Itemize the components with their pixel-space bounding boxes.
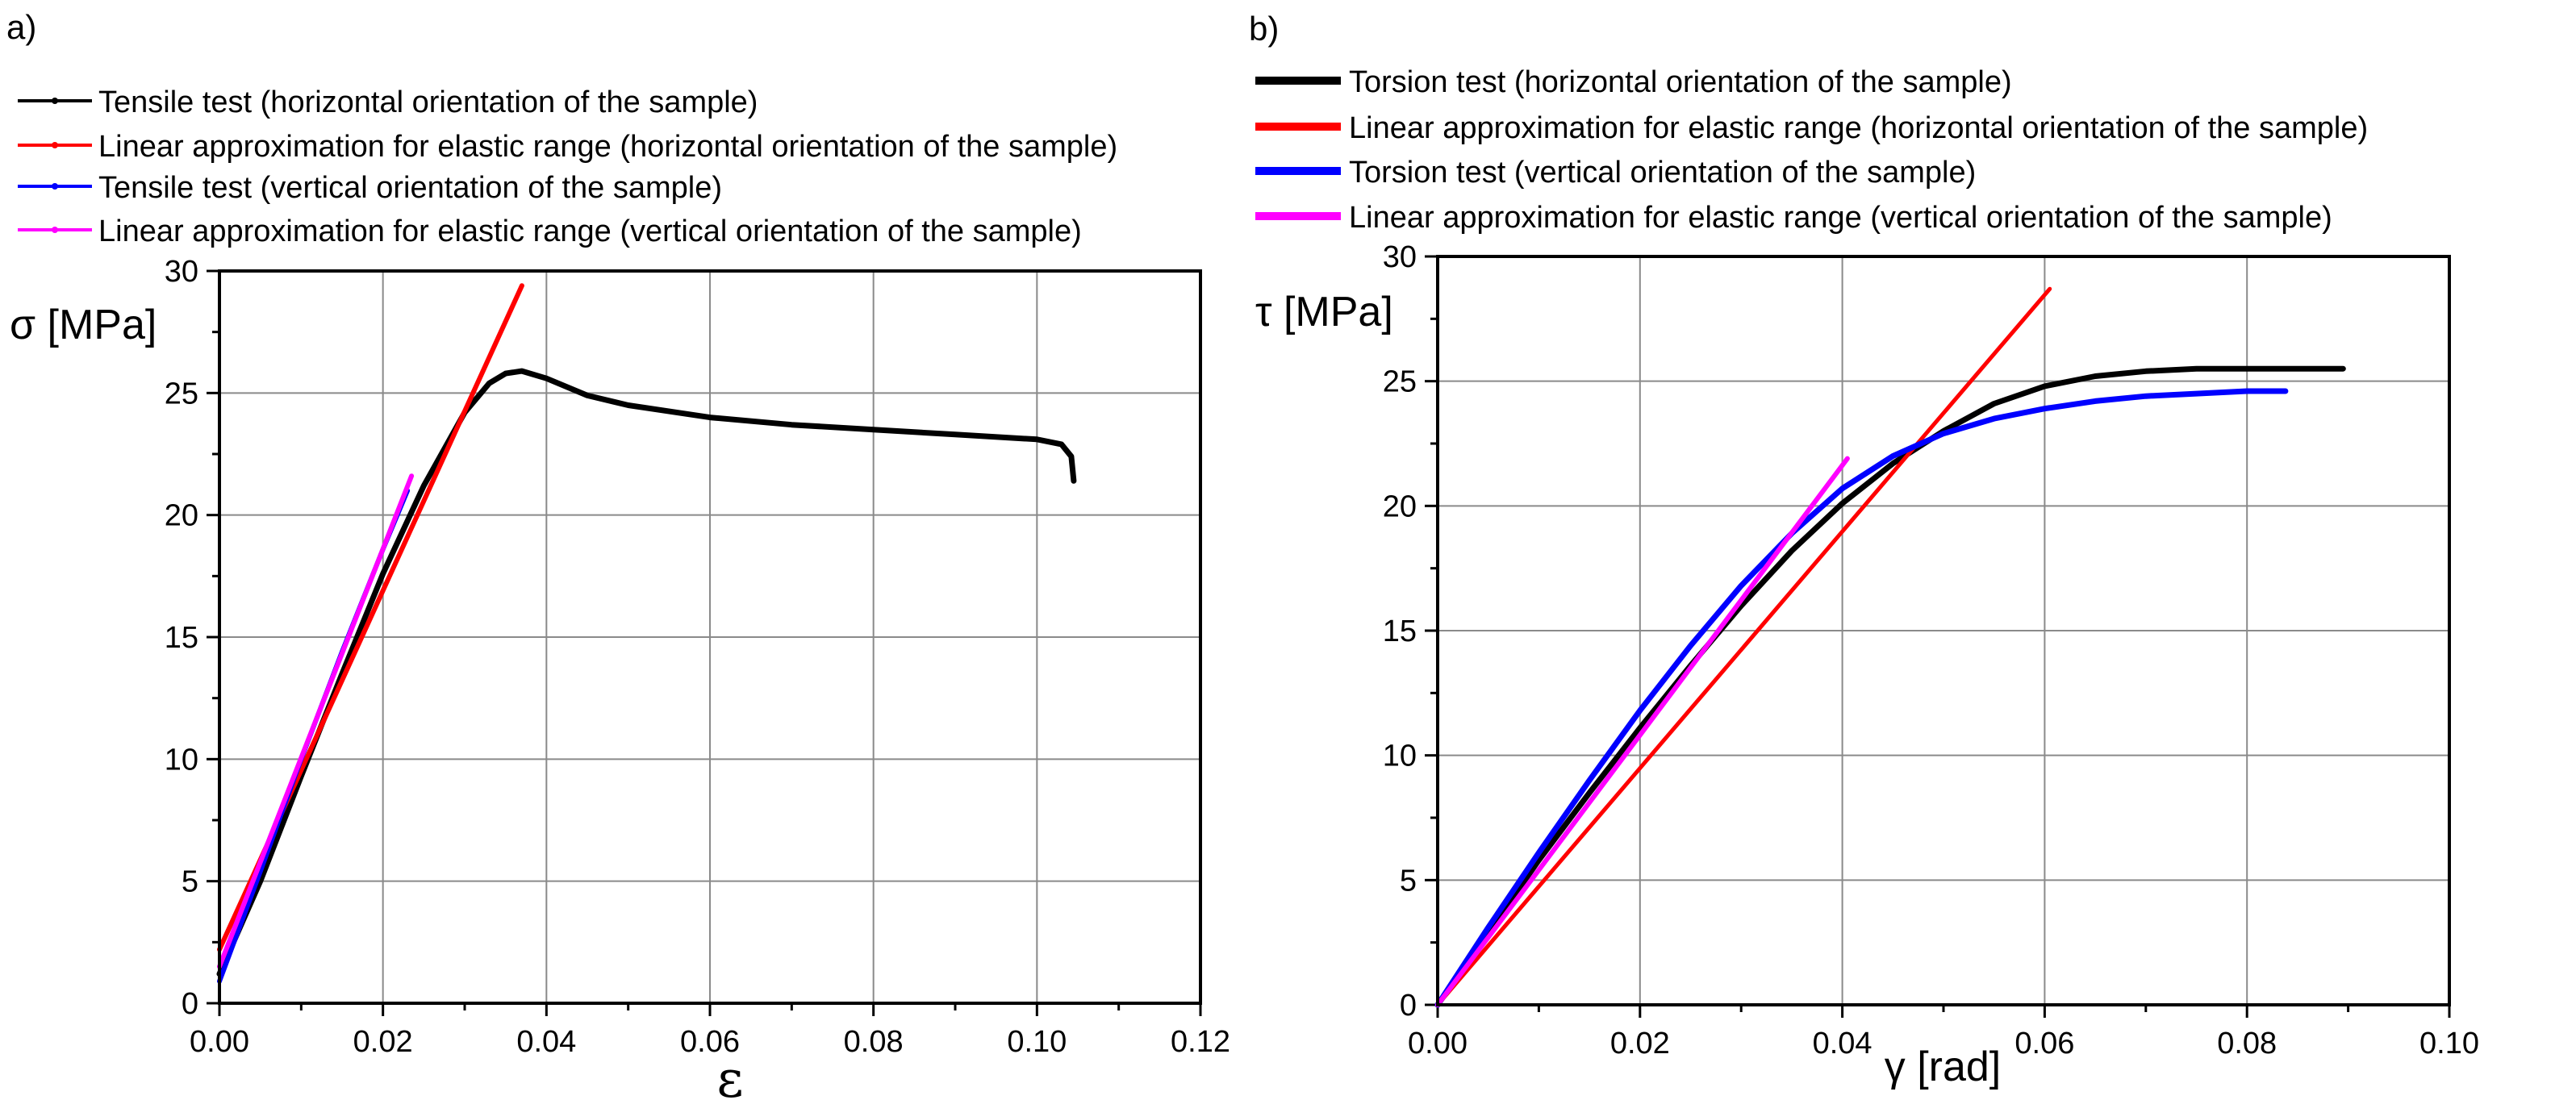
- series-line-a-3: [217, 473, 415, 969]
- x-tick-label-a-1: 0.02: [353, 1025, 413, 1059]
- legend-b-entry-3: Linear approximation for elastic range (…: [1255, 201, 2332, 235]
- legend-a-text-3: Linear approximation for elastic range (…: [98, 215, 1082, 248]
- legend-a-marker-3: [52, 227, 58, 233]
- x-axis-label-a: ε: [716, 1050, 743, 1100]
- series-line-b-2: [1434, 388, 2289, 1008]
- x-tick-label-b-3: 0.06: [2014, 1027, 2074, 1060]
- x-tick-label-b-5: 0.10: [2419, 1027, 2479, 1060]
- y-tick-label-b-5: 25: [1383, 365, 1417, 399]
- x-tick-label-a-3: 0.06: [680, 1025, 740, 1059]
- y-tick-label-b-4: 20: [1383, 490, 1417, 523]
- series-line-b-3: [1435, 456, 1850, 1007]
- series-b: [1434, 286, 2346, 1008]
- y-axis-label-b: τ [MPa]: [1255, 289, 1393, 335]
- legend-a-text-0: Tensile test (horizontal orientation of …: [98, 85, 758, 119]
- y-tick-label-a-1: 5: [182, 865, 198, 899]
- y-tick-label-b-6: 30: [1383, 240, 1417, 274]
- legend-a-marker-1: [52, 142, 58, 148]
- x-tick-label-a-4: 0.08: [844, 1025, 904, 1059]
- plot-frame-b: [1436, 255, 2451, 1006]
- legend-b: Torsion test (horizontal orientation of …: [1255, 65, 2368, 235]
- series-line-a-0: [216, 368, 1077, 977]
- legend-a-entry-1: Linear approximation for elastic range (…: [18, 130, 1117, 164]
- legend-b-text-3: Linear approximation for elastic range (…: [1349, 201, 2332, 235]
- x-tick-label-a-5: 0.10: [1007, 1025, 1067, 1059]
- y-tick-label-a-2: 10: [165, 743, 198, 777]
- x-tick-label-a-0: 0.00: [190, 1025, 249, 1059]
- x-tick-label-b-0: 0.00: [1408, 1027, 1468, 1060]
- x-tick-label-b-1: 0.02: [1610, 1027, 1670, 1060]
- legend-a-text-2: Tensile test (vertical orientation of th…: [98, 171, 722, 205]
- y-tick-label-b-0: 0: [1400, 989, 1417, 1023]
- x-tick-label-a-2: 0.04: [516, 1025, 576, 1059]
- legend-a-text-1: Linear approximation for elastic range (…: [98, 130, 1117, 164]
- y-tick-label-a-6: 30: [165, 255, 198, 289]
- x-tick-label-a-6: 0.12: [1171, 1025, 1230, 1059]
- y-tick-label-b-2: 10: [1383, 740, 1417, 773]
- legend-a-marker-0: [52, 98, 58, 104]
- y-tick-label-b-3: 15: [1383, 615, 1417, 648]
- y-tick-label-a-0: 0: [182, 987, 198, 1021]
- legend-b-entry-0: Torsion test (horizontal orientation of …: [1255, 65, 2012, 99]
- legend-a: Tensile test (horizontal orientation of …: [18, 85, 1117, 248]
- legend-b-text-1: Linear approximation for elastic range (…: [1349, 111, 2368, 145]
- y-tick-label-a-4: 20: [165, 499, 198, 533]
- panel-b-label: b): [1249, 10, 1279, 48]
- series-a: [216, 283, 1077, 984]
- legend-b-entry-1: Linear approximation for elastic range (…: [1255, 111, 2368, 145]
- panel-b: b) Torsion test (horizontal orientation …: [1249, 10, 2479, 1090]
- plot-frame-a: [218, 269, 1202, 1005]
- series-line-b-1: [1435, 286, 2052, 1007]
- x-axis-label-b: γ [rad]: [1885, 1044, 2002, 1090]
- ticks-a: 0.00 0.02 0.04 0.06 0.08 0.10 0.12 0 5 10 15 20 25 30: [165, 255, 1230, 1059]
- y-tick-label-a-3: 15: [165, 621, 198, 655]
- legend-b-text-0: Torsion test (horizontal orientation of …: [1349, 65, 2012, 99]
- legend-b-text-2: Torsion test (vertical orientation of th…: [1349, 156, 1976, 190]
- legend-b-entry-2: Torsion test (vertical orientation of th…: [1255, 156, 1976, 190]
- y-axis-label-a: σ [MPa]: [10, 302, 157, 348]
- grid-a: [219, 271, 1200, 1003]
- legend-a-entry-3: Linear approximation for elastic range (…: [18, 215, 1082, 248]
- ticks-b: 0.00 0.02 0.04 0.06 0.08 0.10 0 5 10 15 20 25 30: [1383, 240, 2479, 1060]
- series-line-b-0: [1434, 365, 2346, 1008]
- x-tick-label-b-2: 0.04: [1813, 1027, 1873, 1060]
- panel-a-label: a): [6, 8, 36, 46]
- y-tick-label-a-5: 25: [165, 377, 198, 410]
- y-tick-label-b-1: 5: [1400, 864, 1417, 898]
- panel-a: a) Tensile test (horizontal orientation …: [6, 8, 1230, 1100]
- legend-a-entry-2: Tensile test (vertical orientation of th…: [18, 171, 722, 205]
- legend-a-marker-2: [52, 183, 58, 190]
- legend-a-entry-0: Tensile test (horizontal orientation of …: [18, 85, 758, 119]
- x-tick-label-b-4: 0.08: [2217, 1027, 2277, 1060]
